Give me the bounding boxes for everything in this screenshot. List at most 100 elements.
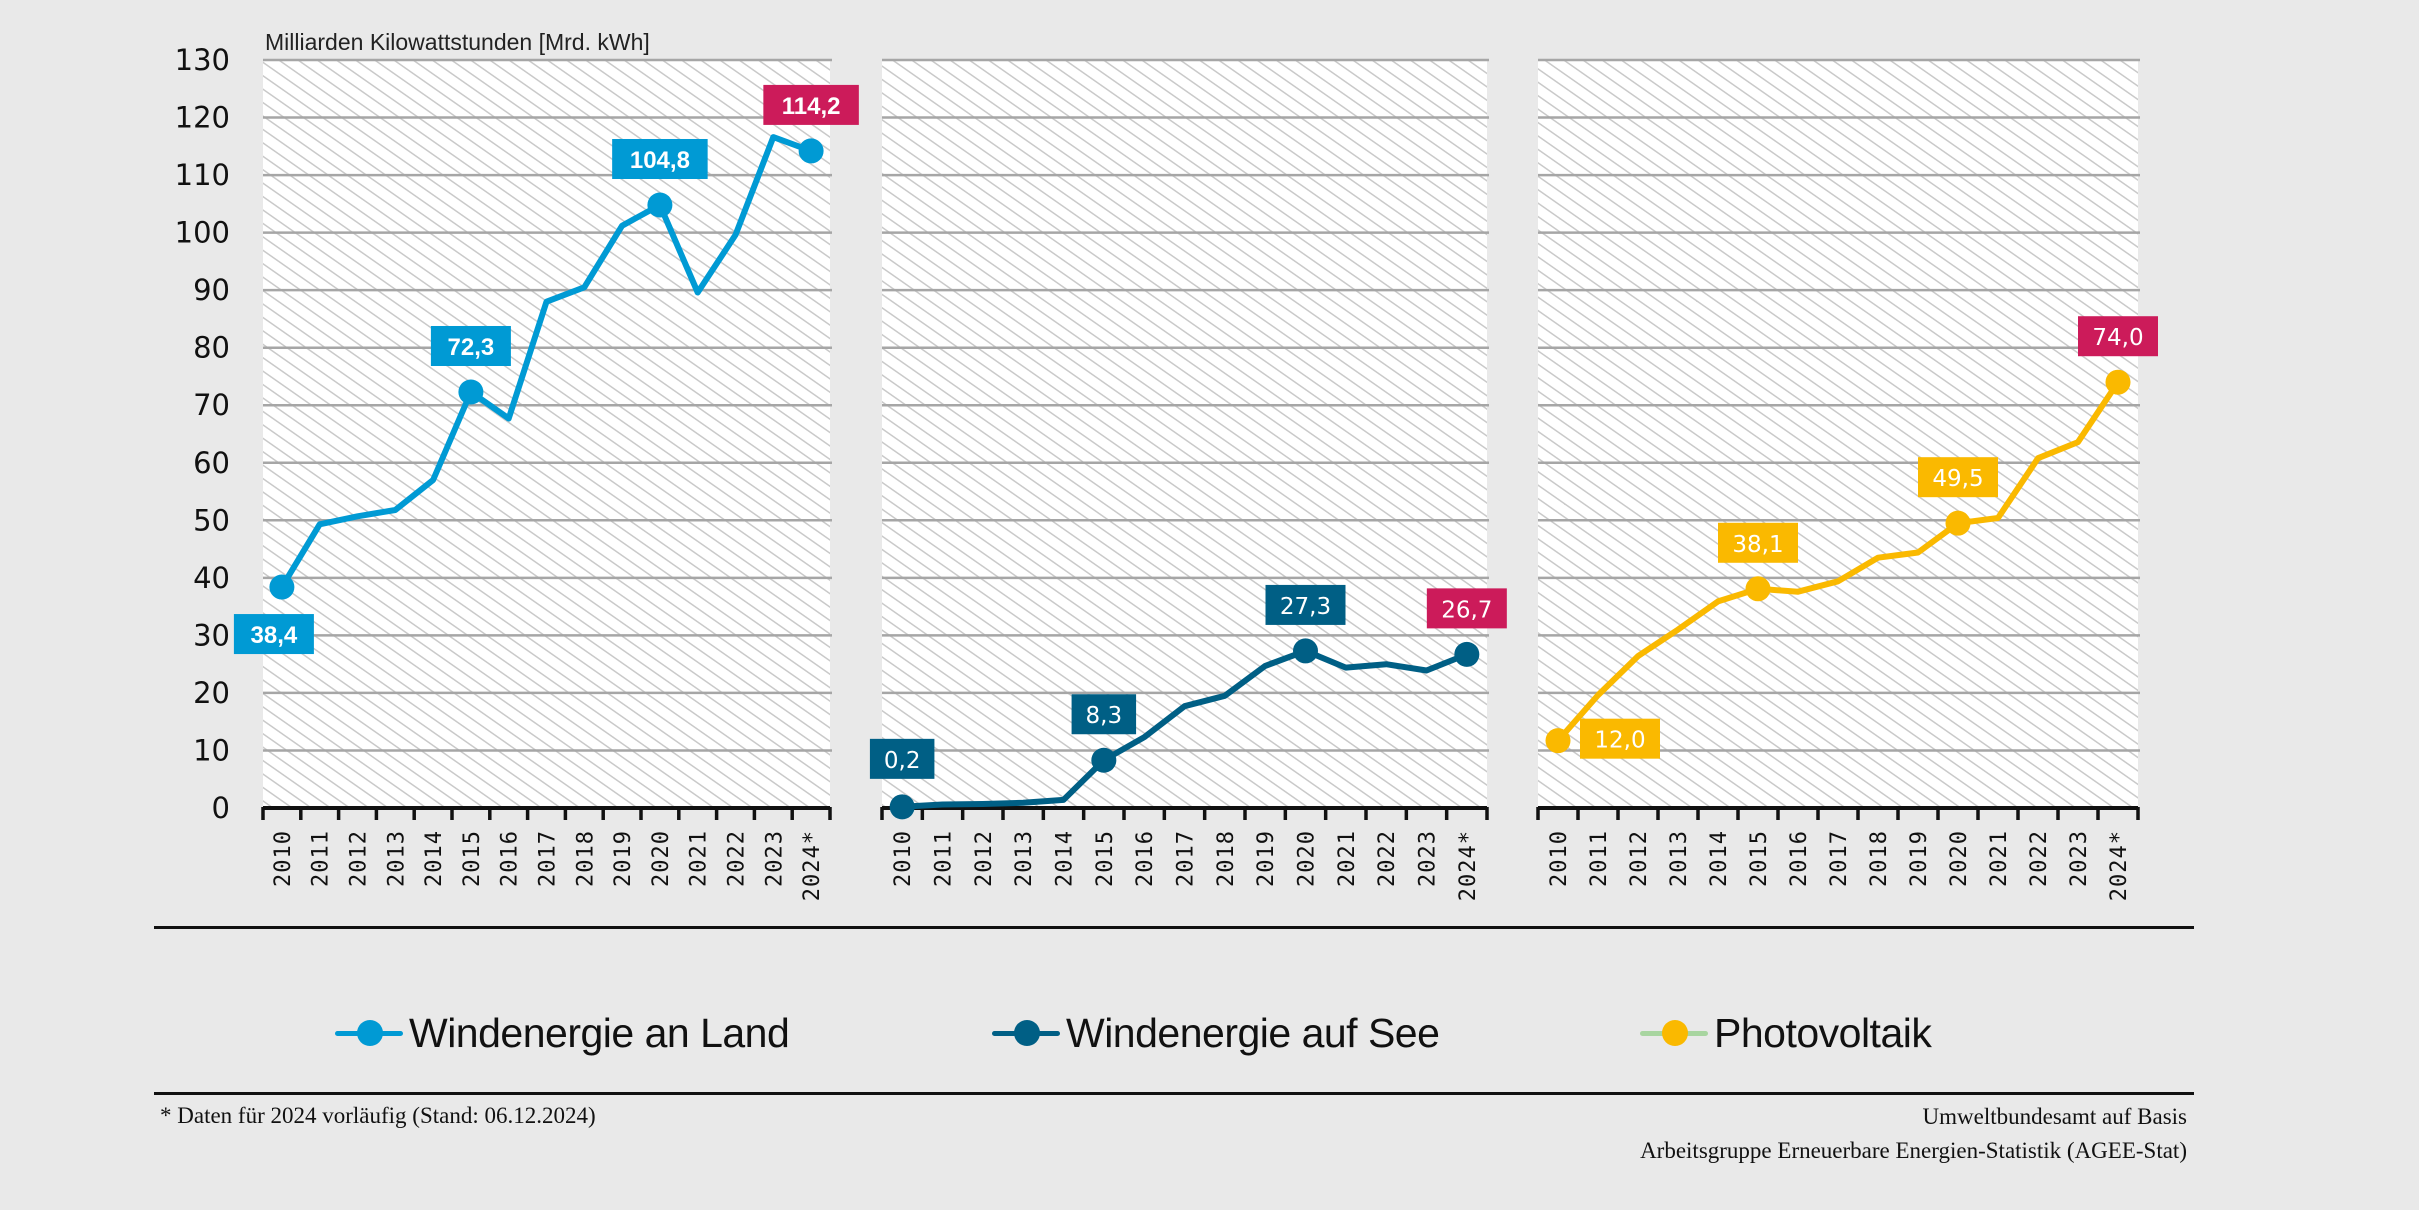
footnote: * Daten für 2024 vorläufig (Stand: 06.12… <box>160 1103 596 1128</box>
x-tick-label: 2012 <box>972 830 997 887</box>
y-tick-label: 120 <box>175 101 230 135</box>
x-tick-label: 2022 <box>725 830 750 887</box>
x-tick-label: 2015 <box>1747 830 1772 887</box>
y-tick-label: 90 <box>193 273 230 307</box>
x-tick-label: 2013 <box>1012 830 1037 887</box>
legend-line-marker-icon <box>990 1018 1062 1048</box>
x-tick-label: 2010 <box>271 830 296 887</box>
data-label-box <box>430 325 511 366</box>
data-point-marker <box>889 794 915 820</box>
data-label-text: 8,3 <box>1086 703 1123 729</box>
x-tick-label: 2023 <box>1416 830 1441 887</box>
data-point-marker <box>798 138 824 164</box>
data-point-marker <box>1454 641 1480 667</box>
legend-item-offshore[interactable]: Windenergie auf See <box>990 1003 1440 1063</box>
data-label: 72,3 <box>430 325 511 366</box>
divider-top <box>154 926 2194 929</box>
data-label-text: 74,0 <box>2092 325 2143 351</box>
data-label-box <box>1265 584 1346 625</box>
data-label-text: 12,0 <box>1594 728 1645 754</box>
y-tick-label: 70 <box>193 388 230 422</box>
panel-pv: 2010 2011 2012 2013 2014 2015 2016 2017 2018 2019… <box>1536 58 2158 901</box>
data-label: 27,3 <box>1265 584 1346 625</box>
data-point-marker <box>1745 576 1771 602</box>
legend-label: Windenergie an Land <box>409 1009 790 1056</box>
data-point-marker <box>1293 638 1318 664</box>
x-tick-label: 2016 <box>498 830 523 887</box>
data-label-text: 49,5 <box>1932 466 1983 492</box>
y-tick-label: 20 <box>193 676 230 710</box>
plot-area <box>263 60 830 808</box>
y-tick-label: 100 <box>175 216 230 250</box>
chart: Milliarden Kilowattstunden [Mrd. kWh] 0 1… <box>175 29 2158 901</box>
x-tick-label: 2022 <box>1375 830 1400 887</box>
series-line-pv <box>1555 379 2121 744</box>
data-label-text: 72,3 <box>448 334 495 361</box>
x-tick-label: 2015 <box>460 830 485 887</box>
data-point-marker <box>1091 747 1117 773</box>
legend-item-onshore[interactable]: Windenergie an Land <box>333 1003 790 1063</box>
x-tick-label: 2014 <box>1707 830 1732 887</box>
x-tick-label: 2024* <box>1456 830 1481 901</box>
data-label-box <box>763 84 859 125</box>
source-line-2: Arbeitsgruppe Erneuerbare Energien-Stati… <box>1640 1138 2187 1163</box>
data-label-box <box>1718 522 1798 563</box>
data-label: 38,4 <box>233 614 314 655</box>
x-tick-label: 2018 <box>573 830 598 887</box>
x-tick-label: 2022 <box>2027 830 2052 887</box>
x-tick-label: 2018 <box>1867 830 1892 887</box>
data-label-text: 0,2 <box>884 748 921 774</box>
data-label-box <box>1071 694 1137 735</box>
data-label: 8,3 <box>1071 694 1137 735</box>
x-tick-label: 2013 <box>1667 830 1692 887</box>
data-label-text: 26,7 <box>1441 597 1492 623</box>
data-label-box <box>1426 588 1507 629</box>
x-tick-label: 2018 <box>1214 830 1239 887</box>
series-line-offshore <box>899 647 1470 810</box>
data-point-marker <box>2105 369 2131 395</box>
data-label-text: 104,8 <box>630 147 690 174</box>
x-tick-label: 2019 <box>611 830 636 887</box>
x-tick-label: 2010 <box>1547 830 1572 887</box>
y-tick-label: 0 <box>212 791 230 825</box>
data-point-marker <box>647 192 673 218</box>
x-tick-label: 2017 <box>536 830 561 887</box>
data-label-text: 114,2 <box>782 93 841 120</box>
data-label-box <box>869 738 935 779</box>
y-axis-unit-label: Milliarden Kilowattstunden [Mrd. kWh] <box>265 29 650 55</box>
y-tick-label: 10 <box>193 733 230 767</box>
y-tick-label: 60 <box>193 446 230 480</box>
legend-label: Photovoltaik <box>1714 1009 1932 1056</box>
x-tick-label: 2023 <box>2067 830 2092 887</box>
x-tick-label: 2016 <box>1133 830 1158 887</box>
x-tick-label: 2020 <box>1947 830 1972 887</box>
x-tick-label: 2017 <box>1174 830 1199 887</box>
y-tick-label: 50 <box>193 503 230 537</box>
data-point-marker <box>1545 728 1571 754</box>
x-tick-label: 2013 <box>384 830 409 887</box>
source-line-1: Umweltbundesamt auf Basis <box>1922 1104 2187 1129</box>
data-label: 104,8 <box>612 138 708 179</box>
x-tick-label: 2021 <box>1335 830 1360 887</box>
x-tick-label: 2023 <box>762 830 787 887</box>
x-tick-label: 2010 <box>891 830 916 887</box>
x-tick-label: 2014 <box>1053 830 1078 887</box>
x-tick-label: 2012 <box>1627 830 1652 887</box>
data-label-box <box>233 614 314 655</box>
legend-item-photovoltaik[interactable]: Photovoltaik <box>1638 1003 1932 1063</box>
x-tick-label: 2017 <box>1827 830 1852 887</box>
x-tick-label: 2019 <box>1254 830 1279 887</box>
x-tick-label: 2024* <box>800 830 825 901</box>
series-line-onshore <box>278 134 815 591</box>
x-tick-label: 2021 <box>687 830 712 887</box>
plot-area <box>1538 60 2138 808</box>
data-label-box <box>612 138 708 179</box>
data-label-text: 38,4 <box>251 622 298 649</box>
legend-label: Windenergie auf See <box>1066 1009 1440 1056</box>
x-tick-label: 2014 <box>422 830 447 887</box>
data-label: 0,2 <box>869 738 935 779</box>
legend-line-marker-icon <box>333 1018 405 1048</box>
panel-onshore: 0 10 20 30 40 50 60 70 80 90 100 110 120 130 2010 2011 2… <box>175 43 859 901</box>
y-tick-label: 40 <box>193 561 230 595</box>
y-tick-label: 110 <box>175 158 230 192</box>
